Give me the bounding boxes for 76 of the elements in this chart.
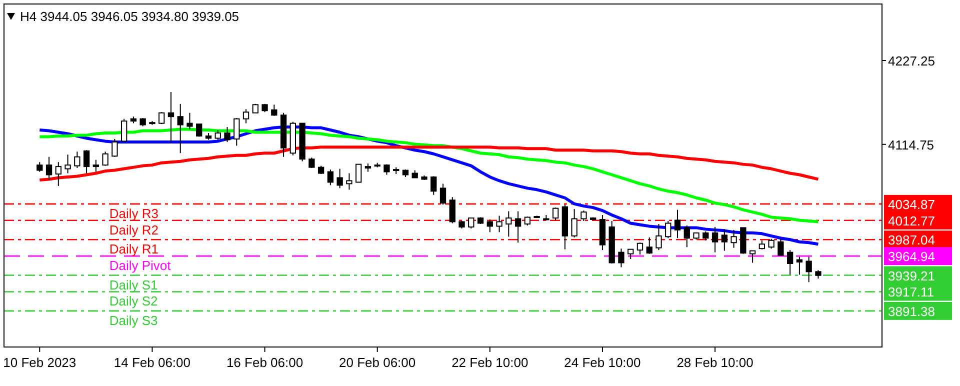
ref-line-label: Daily R3: [109, 206, 158, 221]
x-tick-label: 14 Feb 06:00: [114, 355, 191, 370]
candlestick: [112, 138, 118, 158]
chart-title: H4 3944.05 3946.05 3934.80 3939.05: [20, 9, 240, 24]
candlestick: [92, 159, 100, 172]
text: 4034.87: [888, 196, 935, 212]
candlestick: [83, 150, 90, 174]
text: 3891.38: [888, 304, 935, 319]
x-tick-label: 16 Feb 06:00: [226, 355, 304, 370]
text: 3964.94: [888, 249, 935, 264]
ref-line-label: Daily R2: [109, 222, 158, 238]
candlestick: [224, 126, 230, 142]
candlestick: [468, 218, 474, 229]
candlestick: [496, 215, 502, 233]
x-tick-label: 28 Feb 10:00: [676, 355, 754, 370]
candlestick: [486, 218, 493, 233]
candlestick: [768, 238, 774, 250]
candlestick: [64, 154, 71, 174]
candlestick: [168, 91, 174, 144]
ref-line-label: Daily Pivot: [109, 258, 172, 274]
text: 3987.04: [888, 232, 935, 248]
ref-line-label: Daily S2: [109, 294, 158, 309]
candlestick: [242, 108, 250, 124]
candlestick: [712, 226, 718, 253]
x-tick-label: 24 Feb 10:00: [564, 355, 641, 370]
line-series: [38, 146, 820, 182]
x-tick-label: 10 Feb 2023: [3, 355, 76, 370]
candlestick: [618, 248, 624, 268]
text: 3939.21: [888, 268, 935, 284]
candlestick: [778, 238, 784, 256]
candlestick: [177, 103, 184, 154]
candlestick: [730, 229, 737, 248]
text: 4012.77: [888, 213, 935, 228]
candlestick: [656, 223, 662, 251]
candlestick: [806, 256, 812, 283]
candlestick: [102, 151, 108, 166]
candlestick: [120, 118, 128, 142]
text: 3917.11: [888, 284, 934, 300]
candlestick: [796, 256, 803, 276]
candlestick: [684, 224, 690, 248]
ref-line-label: Daily R1: [109, 242, 158, 257]
ref-line-label: Daily S3: [109, 312, 158, 328]
candlestick: [674, 209, 681, 239]
candlestick: [46, 156, 52, 180]
candlestick: [196, 124, 202, 138]
candlestick: [514, 210, 522, 244]
candlestick: [786, 250, 794, 276]
candlestick: [506, 210, 512, 238]
x-tick-label: 22 Feb 10:00: [452, 355, 528, 370]
candlestick: [721, 228, 728, 252]
candlestick: [55, 162, 62, 186]
candlestick: [580, 210, 587, 222]
candlestick: [440, 183, 446, 206]
candlestick: [336, 168, 343, 189]
candlestick: [749, 250, 756, 264]
x-tick-label: 20 Feb 06:00: [339, 355, 416, 370]
candlestick: [36, 162, 43, 172]
ref-line-label: Daily S1: [109, 277, 158, 292]
candlestick: [327, 169, 334, 186]
candlestick: [214, 130, 221, 140]
candlestick: [346, 172, 352, 190]
candlestick: [186, 112, 193, 130]
candlestick: [234, 118, 240, 146]
candlestick: [628, 248, 634, 260]
candlestick: [646, 236, 652, 254]
candlestick: [571, 208, 578, 238]
candlestick: [449, 196, 456, 224]
candlestick: [355, 164, 362, 183]
y-tick-label: 4227.25: [888, 53, 935, 68]
candlestick: [552, 207, 559, 221]
candlestick: [271, 104, 278, 116]
y-tick-label: 4114.75: [888, 137, 934, 152]
candlestick: [636, 242, 644, 256]
candlestick: [665, 220, 672, 239]
candlestick: [74, 151, 80, 169]
candlestick: [430, 176, 437, 196]
